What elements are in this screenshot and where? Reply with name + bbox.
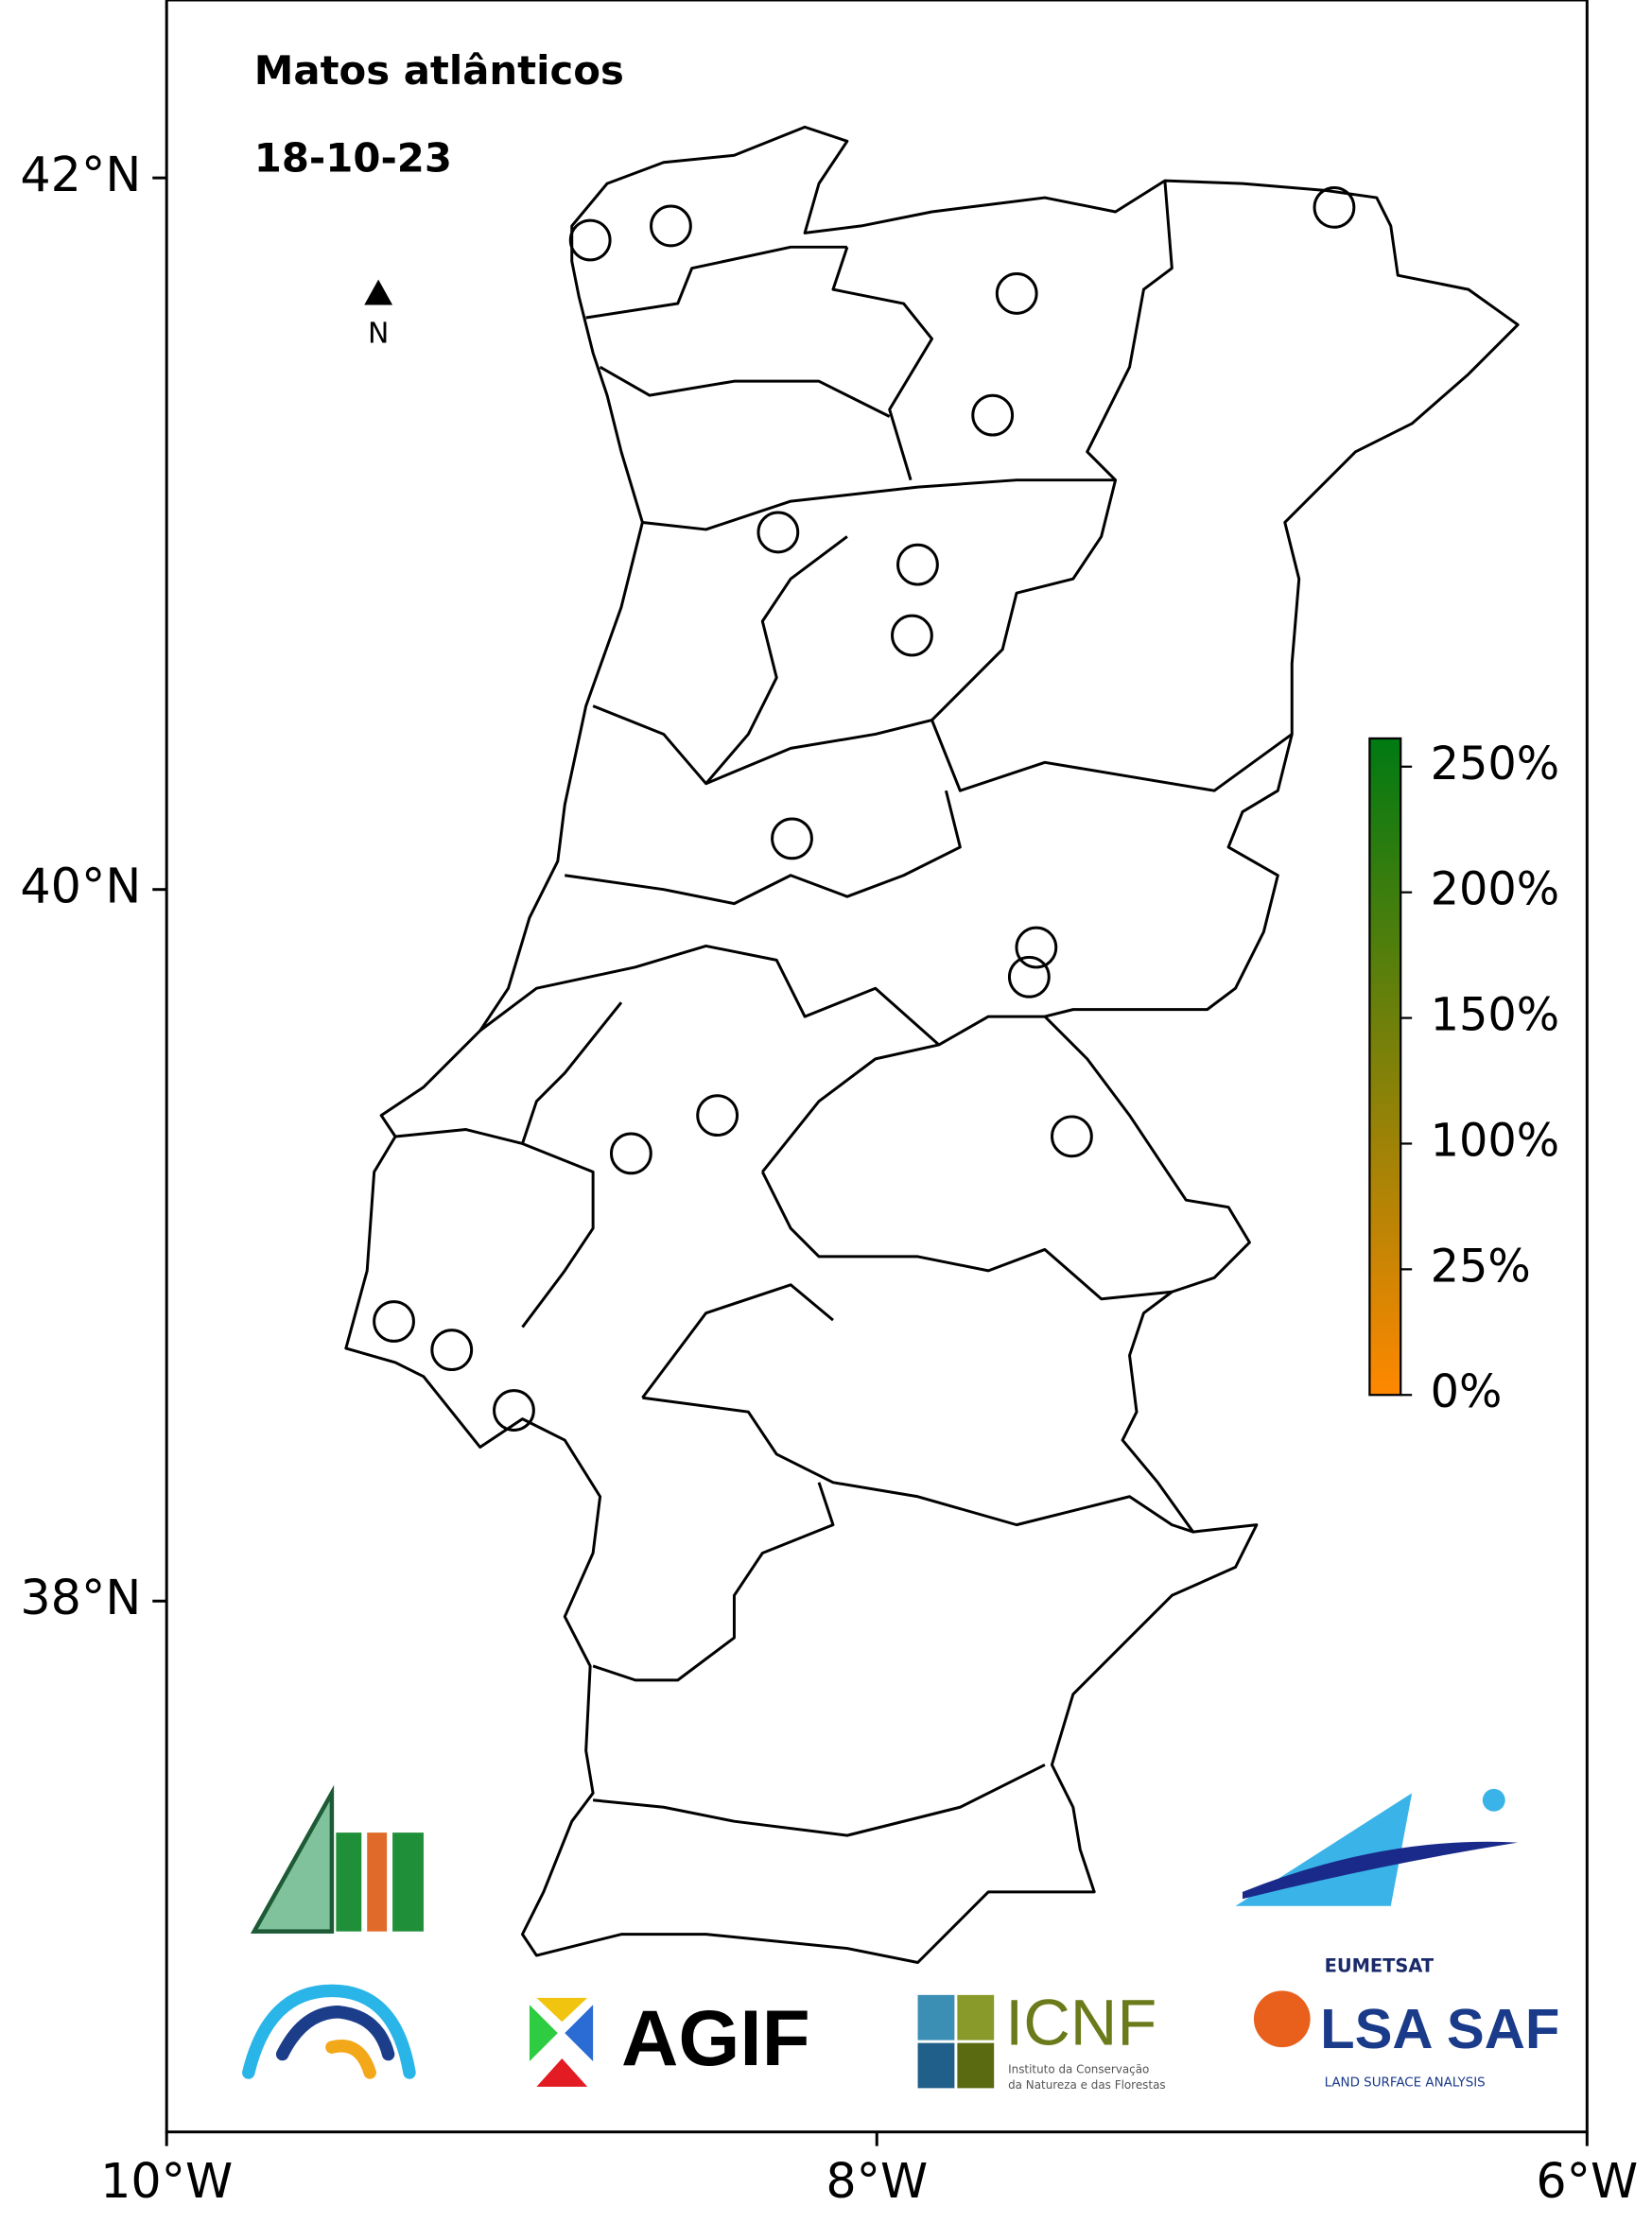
district-line: [585, 245, 847, 320]
district-line: [592, 1482, 835, 1682]
x-tick-label: 10°W: [100, 2153, 233, 2209]
colorbar-tick-label: 100%: [1431, 1115, 1560, 1167]
station-marker: [995, 272, 1038, 315]
district-line: [592, 704, 1294, 792]
station-marker: [771, 817, 813, 860]
colorbar-tick-label: 150%: [1431, 990, 1560, 1042]
station-marker: [756, 511, 800, 554]
station-marker: [1051, 1115, 1093, 1158]
district-line: [478, 944, 1045, 1047]
station-marker: [1007, 955, 1051, 999]
colorbar-tick-label: 250%: [1431, 738, 1560, 790]
station-marker: [1313, 185, 1356, 229]
district-boundaries: [344, 125, 1520, 1964]
colorbar: [1368, 737, 1402, 1397]
district-line: [565, 790, 962, 906]
station-marker: [373, 1300, 415, 1343]
y-tick-label: 40°N: [20, 859, 141, 914]
district-line: [642, 478, 1118, 721]
station-marker: [896, 543, 939, 586]
station-marker: [430, 1329, 474, 1372]
district-line: [760, 1171, 1173, 1301]
map-frame: [165, 0, 1589, 2134]
district-line: [1086, 181, 1174, 481]
logo-text: ICNF: [1005, 1986, 1156, 2058]
station-marker: [650, 204, 692, 248]
logo-lsasaf: EUMETSAT LSA SAF LAND SURFACE ANALYSIS: [1253, 1954, 1559, 2090]
logo-icnf: ICNF Instituto da Conservação da Naturez…: [917, 1986, 1166, 2092]
logo-ceif: [250, 1784, 424, 1934]
north-arrow: [364, 279, 393, 305]
map-title: Matos atlânticos: [254, 47, 624, 94]
station-marker: [568, 218, 612, 262]
district-line: [642, 1396, 1194, 1534]
station-marker: [891, 614, 933, 657]
colorbar-tick-label: 200%: [1431, 864, 1560, 916]
country-outline: [344, 125, 1520, 1964]
logo-agif: AGIF: [529, 1993, 810, 2087]
colorbar-tick-label: 25%: [1431, 1241, 1531, 1293]
y-tick-label: 38°N: [20, 1570, 141, 1625]
district-line: [521, 1142, 595, 1329]
station-marker: [1015, 926, 1058, 969]
district-line: [641, 1283, 834, 1399]
station-marker: [493, 1389, 535, 1432]
logo-ipma: [242, 1984, 416, 2079]
map-subtitle: 18-10-23: [254, 135, 452, 182]
colorbar-tick-label: 0%: [1431, 1366, 1503, 1418]
stations: [373, 185, 1356, 1432]
district-line: [394, 1001, 623, 1145]
logo-text: LSA SAF: [1320, 1997, 1559, 2060]
y-tick-label: 42°N: [20, 147, 141, 202]
logo-text: AGIF: [621, 1993, 810, 2082]
district-line: [704, 535, 848, 785]
district-line: [599, 365, 891, 418]
district-line: [592, 1763, 1046, 1837]
north-label: N: [368, 317, 389, 350]
district-line: [761, 1043, 940, 1173]
station-marker: [971, 393, 1015, 437]
x-tick-label: 6°W: [1536, 2153, 1638, 2209]
district-line: [831, 246, 933, 481]
station-marker: [696, 1094, 739, 1138]
axes: 10°W 8°W 6°W 38°N 40°N 42°N 0% 25% 100% 150% 200% 2…: [20, 147, 1638, 2209]
x-tick-label: 8°W: [826, 2153, 928, 2209]
station-marker: [609, 1132, 652, 1175]
logo-subtext: da Natureza e das Florestas: [1008, 2078, 1166, 2092]
logo-subtext: Instituto da Conservação: [1008, 2062, 1149, 2075]
logo-subtext: EUMETSAT: [1325, 1954, 1435, 1976]
logo-subtext: LAND SURFACE ANALYSIS: [1325, 2075, 1486, 2090]
